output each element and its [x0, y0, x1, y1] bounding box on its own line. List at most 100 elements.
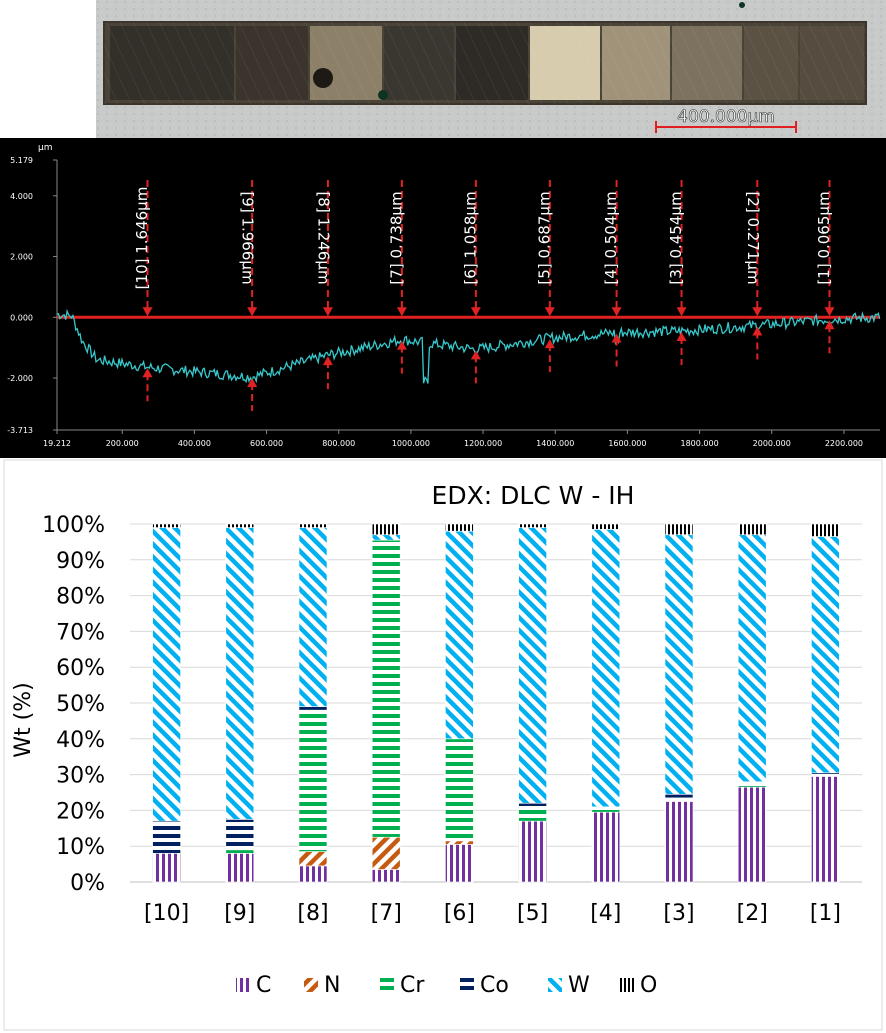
bar-segment-cr	[298, 709, 328, 852]
x-tick-label: [6]	[444, 901, 475, 926]
y-tick-label: 50%	[56, 692, 105, 717]
legend-item-cr: Cr	[380, 973, 425, 998]
chart-title: EDX: DLC W - IH	[432, 481, 635, 510]
x-tick-label: [2]	[737, 901, 768, 926]
profile-marker: [8] 1.246µm	[314, 180, 333, 390]
bar-segment-o	[737, 523, 767, 536]
profile-marker-label: [6] 1.058µm	[461, 191, 479, 284]
x-tick-label: [1]	[810, 901, 841, 926]
profile-x-tick: 1000.000	[392, 439, 430, 448]
depth-profile-plot: µm 5.179 4.000 2.000 0.000 -2.000 -3.713 19.2…	[0, 138, 886, 458]
bar-segment-o	[664, 523, 694, 536]
legend-item-w: W	[548, 973, 590, 998]
profile-x-tick: 1800.000	[680, 439, 718, 448]
bar-segment-co	[664, 793, 694, 799]
profile-x-tick: 2000.000	[753, 439, 791, 448]
legend-swatch	[460, 978, 474, 992]
profile-y-tick: -3.713	[7, 426, 33, 435]
bar-segment-c	[152, 853, 181, 883]
y-tick-label: 90%	[56, 549, 105, 574]
bar-segment-cr	[518, 808, 547, 822]
profile-marker: [1] 0.065µm	[815, 180, 835, 354]
bar-segment-w	[445, 530, 474, 740]
profile-marker: [9] 1.966µm	[239, 180, 258, 411]
x-tick-label: [5]	[517, 901, 548, 926]
micrograph-image: 400.000µm	[96, 0, 886, 138]
profile-marker-label: [7] 0.738µm	[387, 191, 405, 284]
profile-x-tick: 200.000	[106, 439, 139, 448]
bar-segment-c	[371, 869, 401, 883]
legend-swatch	[620, 978, 634, 992]
bar-segment-n	[298, 851, 328, 867]
profile-x-tick: 400.000	[178, 439, 211, 448]
legend-swatch	[380, 978, 394, 992]
profile-x-tick: 2200.000	[825, 439, 863, 448]
y-tick-label: 60%	[56, 656, 105, 681]
bar-segment-o	[152, 523, 181, 528]
profile-marker-label: [9] 1.966µm	[239, 191, 257, 284]
profile-marker: [7] 0.738µm	[387, 180, 407, 374]
profile-marker: [5] 0.687µm	[535, 180, 555, 373]
profile-x-tick: 1400.000	[536, 439, 574, 448]
bar-segment-o	[518, 523, 547, 528]
profile-marker-label: [5] 0.687µm	[535, 191, 553, 284]
legend-swatch	[548, 978, 562, 992]
y-tick-label: 70%	[56, 620, 105, 645]
edx-chart-border	[3, 459, 883, 1031]
bar-segment-co	[225, 819, 255, 851]
legend-label: Cr	[400, 973, 425, 998]
profile-x-tick: 800.000	[322, 439, 355, 448]
legend-label: N	[324, 973, 340, 998]
bar-segment-n	[371, 836, 401, 870]
bar-segment-w	[298, 527, 328, 707]
y-tick-label: 20%	[56, 799, 105, 824]
bar-segment-o	[298, 523, 328, 528]
bar-segment-o	[371, 523, 401, 536]
x-tick-label: [9]	[224, 901, 255, 926]
profile-y-tick: 0.000	[10, 313, 33, 322]
profile-marker-label: [10] 1.646µm	[133, 187, 151, 290]
bar-segment-c	[445, 844, 474, 883]
bar-segment-o	[591, 523, 621, 530]
bar-segment-w	[737, 534, 767, 783]
profile-unit-label: µm	[38, 143, 53, 153]
bar-segment-cr	[225, 849, 255, 854]
legend-label: C	[256, 973, 271, 998]
bar-segment-o	[225, 523, 255, 528]
bar-segment-w	[811, 536, 840, 774]
profile-marker-label: [8] 1.246µm	[314, 191, 332, 284]
y-tick-label: 0%	[70, 871, 105, 896]
legend-label: O	[640, 973, 657, 998]
bar-segment-cr	[371, 539, 401, 838]
profile-marker-label: [3] 0.454µm	[667, 191, 685, 284]
legend-swatch	[304, 978, 318, 992]
scale-bar: 400.000µm	[655, 107, 797, 133]
profile-x-tick: 600.000	[250, 439, 283, 448]
legend-item-n: N	[304, 973, 340, 998]
y-tick-label: 100%	[42, 513, 105, 538]
profile-trace	[56, 308, 881, 384]
bar-segment-c	[225, 853, 255, 883]
bar-segment-w	[591, 529, 621, 808]
bar-segment-w	[664, 534, 694, 795]
legend-item-co: Co	[460, 973, 509, 998]
legend-item-c: C	[236, 973, 271, 998]
sample-defect	[313, 68, 333, 88]
profile-marker: [6] 1.058µm	[461, 180, 481, 384]
y-tick-label: 80%	[56, 585, 105, 610]
bar-segment-co	[298, 706, 328, 711]
legend-item-o: O	[620, 973, 657, 998]
profile-marker-label: [4] 0.504µm	[602, 191, 620, 284]
bar-segment-co	[518, 802, 547, 809]
profile-x-tick: 1200.000	[464, 439, 502, 448]
y-tick-label: 10%	[56, 835, 105, 860]
profile-marker-label: [2] 0.271µm	[744, 191, 762, 284]
x-tick-label: [4]	[590, 901, 621, 926]
bar-segment-w	[225, 527, 255, 820]
bar-segment-c	[298, 865, 328, 883]
profile-x-tick: 19.212	[43, 439, 71, 448]
bar-segment-w	[371, 534, 401, 541]
legend-label: W	[568, 973, 590, 998]
bar-segment-co	[152, 820, 181, 854]
bar-segment-c	[811, 776, 840, 883]
